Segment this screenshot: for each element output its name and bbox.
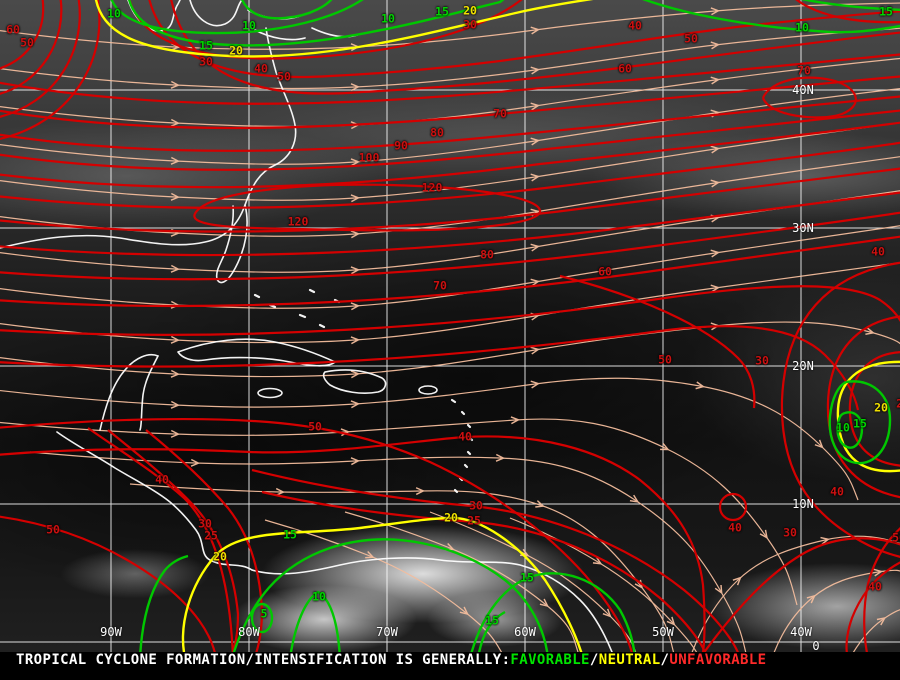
shear-contour-label: 25 (204, 528, 218, 543)
shear-contour-label: 50 (892, 530, 900, 545)
shear-contour-label: 15 (199, 38, 213, 53)
shear-contour-label: 30 (198, 516, 212, 531)
shear-contour-label: 15 (485, 613, 499, 628)
shear-contour-label: 20 (874, 400, 888, 415)
latitude-label: 40N (792, 83, 814, 97)
shear-contour-label: 40 (871, 244, 885, 259)
longitude-label: 90W (100, 625, 122, 639)
shear-contour-label: 10 (242, 18, 256, 33)
shear-contours-red (0, 0, 900, 652)
latitude-label: 10N (792, 497, 814, 511)
shear-contour-label: 70 (433, 278, 447, 293)
shear-contour-label: 120 (287, 214, 309, 229)
shear-contour-label: 40 (628, 18, 642, 33)
caption-credits: GOES-EAST WIND SHEAR(KTS) 2100 UTC 30JAN… (0, 666, 900, 680)
shear-contour-label: 40 (728, 520, 742, 535)
shear-contour-label: 50 (277, 69, 291, 84)
map-canvas (0, 0, 900, 652)
shear-contour-label: 15 (435, 4, 449, 19)
shear-contour-label: 90 (394, 138, 408, 153)
shear-contour-label: 50 (658, 352, 672, 367)
shear-contour-label: 120 (421, 180, 443, 195)
shear-contour-label: 40 (155, 472, 169, 487)
shear-contour-label: 80 (430, 125, 444, 140)
unfavorable-label: UNFAVORABLE (669, 652, 767, 668)
latitude-label: 30N (792, 221, 814, 235)
shear-contour-label: 40 (458, 429, 472, 444)
shear-contour-label: 40 (830, 484, 844, 499)
shear-contour-label: 30 (199, 54, 213, 69)
shear-contour-label: 10 (795, 20, 809, 35)
equator-label: 0 (812, 639, 820, 653)
shear-contour-label: 10 (381, 11, 395, 26)
shear-contour-label: 25 (896, 396, 900, 411)
shear-contour-label: 60 (6, 22, 20, 37)
separator: / (660, 652, 670, 668)
favorable-label: FAVORABLE (510, 652, 590, 668)
longitude-label: 80W (238, 625, 260, 639)
neutral-label: NEUTRAL (598, 652, 661, 668)
shear-contour-label: 40 (868, 579, 882, 594)
shear-contours-yellow (94, 0, 900, 652)
shear-contour-label: 20 (229, 43, 243, 58)
shear-contour-label: 50 (684, 31, 698, 46)
shear-contour-label: 15 (283, 527, 297, 542)
shear-contour-label: 30 (463, 17, 477, 32)
shear-contour-label: 50 (20, 35, 34, 50)
shear-contour-label: 70 (493, 106, 507, 121)
longitude-label: 60W (514, 625, 536, 639)
longitude-label: 70W (376, 625, 398, 639)
caption-bar: TROPICAL CYCLONE FORMATION/INTENSIFICATI… (0, 652, 900, 680)
shear-contour-label: 25 (467, 513, 481, 528)
separator: / (589, 652, 599, 668)
shear-contour-label: 15 (853, 416, 867, 431)
shear-contour-label: 60 (618, 61, 632, 76)
shear-contour-label: 60 (598, 264, 612, 279)
shear-contour-label: 10 (836, 420, 850, 435)
wind-streamlines (0, 2, 900, 652)
shear-contour-label: 15 (879, 4, 893, 19)
shear-contour-label: 50 (46, 522, 60, 537)
longitude-label: 40W (790, 625, 812, 639)
shear-contour-label: 100 (358, 150, 380, 165)
shear-contour-label: 70 (797, 63, 811, 78)
shear-contour-label: 10 (312, 589, 326, 604)
latitude-label: 20N (792, 359, 814, 373)
shear-contour-label: 50 (308, 419, 322, 434)
shear-contour-label: 10 (107, 6, 121, 21)
shear-contour-label: 40 (254, 61, 268, 76)
shear-contours-green (110, 0, 900, 652)
shear-contour-label: 5 (260, 606, 268, 621)
shear-contour-label: 30 (755, 353, 769, 368)
contour-labels-layer: 60 50 10 10 15 20 30 40 50 10 15 20 30 40 50 60 70 10 15 70… (6, 3, 900, 653)
shear-contour-label: 80 (480, 247, 494, 262)
caption-prefix: TROPICAL CYCLONE FORMATION/INTENSIFICATI… (16, 652, 511, 668)
caption-headline: TROPICAL CYCLONE FORMATION/INTENSIFICATI… (16, 652, 767, 668)
shear-contour-label: 15 (520, 570, 534, 585)
shear-contour-label: 20 (444, 510, 458, 525)
shear-contour-label: 30 (469, 498, 483, 513)
shear-contour-label: 30 (783, 525, 797, 540)
shear-contour-label: 20 (213, 549, 227, 564)
longitude-label: 50W (652, 625, 674, 639)
shear-contour-label: 20 (463, 3, 477, 18)
